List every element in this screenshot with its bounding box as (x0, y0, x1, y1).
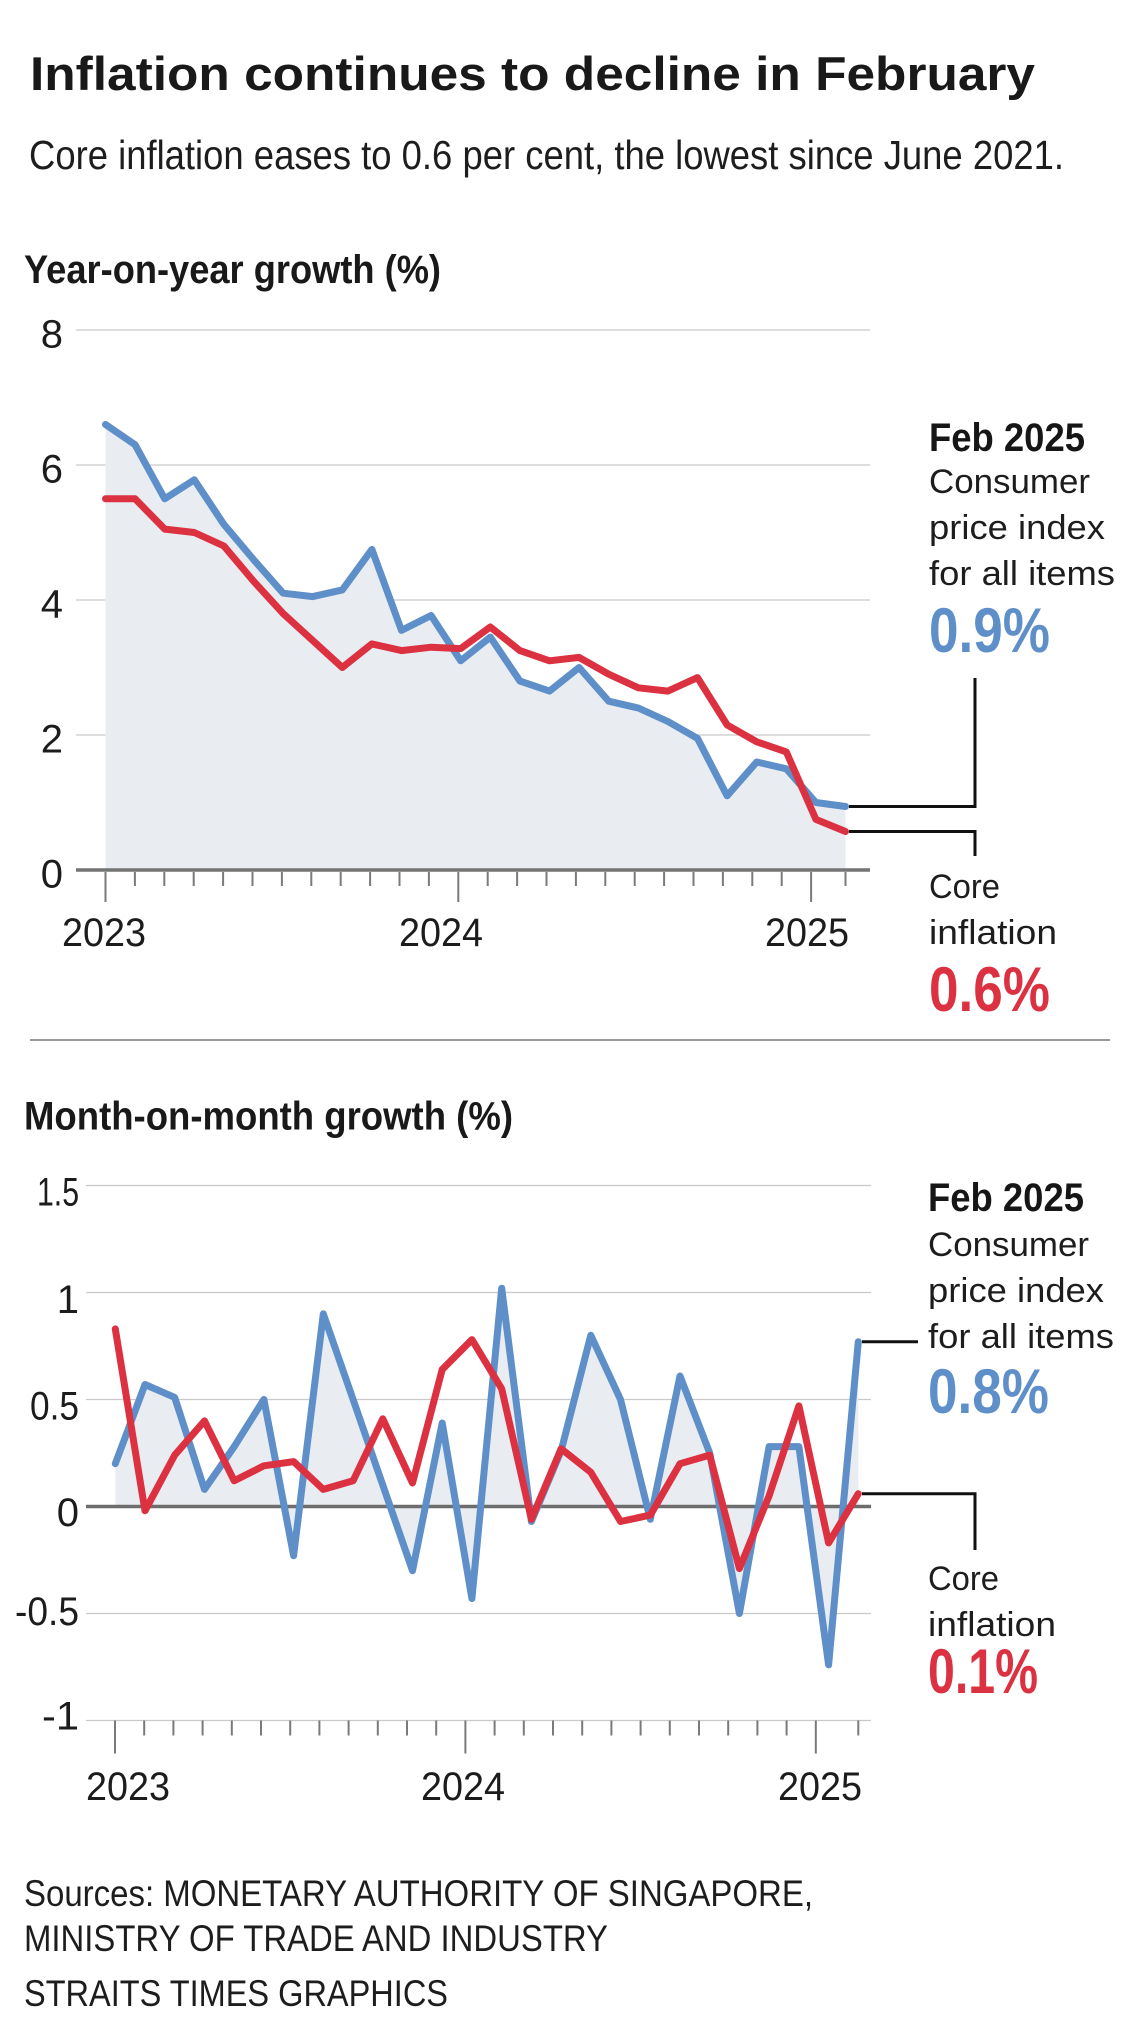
svg-text:inflation: inflation (929, 914, 1057, 952)
svg-text:2024: 2024 (421, 1765, 505, 1809)
svg-text:-0.5: -0.5 (15, 1590, 79, 1634)
svg-text:price index: price index (928, 1272, 1104, 1310)
svg-text:1.5: 1.5 (37, 1171, 79, 1215)
svg-text:Month-on-month growth (%): Month-on-month growth (%) (24, 1095, 513, 1139)
svg-text:2025: 2025 (778, 1765, 862, 1809)
svg-text:0: 0 (57, 1491, 79, 1535)
svg-text:2: 2 (41, 718, 63, 762)
svg-text:Feb 2025: Feb 2025 (929, 416, 1085, 460)
svg-text:inflation: inflation (928, 1606, 1056, 1644)
svg-text:0.6%: 0.6% (929, 955, 1050, 1025)
svg-text:for all items: for all items (929, 555, 1115, 593)
svg-text:0.8%: 0.8% (928, 1357, 1049, 1427)
svg-text:Year-on-year growth (%): Year-on-year growth (%) (24, 248, 441, 292)
svg-text:Feb 2025: Feb 2025 (928, 1176, 1084, 1220)
svg-text:Consumer: Consumer (929, 463, 1090, 501)
svg-text:Core inflation eases to 0.6 pe: Core inflation eases to 0.6 per cent, th… (29, 132, 1064, 178)
svg-text:2023: 2023 (62, 911, 146, 955)
svg-text:2024: 2024 (399, 911, 483, 955)
svg-text:8: 8 (41, 313, 63, 357)
svg-text:price index: price index (929, 509, 1105, 547)
svg-text:Core: Core (928, 1560, 999, 1598)
svg-text:STRAITS TIMES GRAPHICS: STRAITS TIMES GRAPHICS (24, 1972, 448, 2014)
svg-text:0: 0 (41, 853, 63, 897)
svg-text:for all items: for all items (928, 1318, 1114, 1356)
svg-text:1: 1 (57, 1278, 79, 1322)
svg-text:Consumer: Consumer (928, 1226, 1089, 1264)
svg-text:2025: 2025 (765, 911, 849, 955)
svg-text:4: 4 (41, 583, 63, 627)
svg-text:Core: Core (929, 868, 1000, 906)
svg-text:0.1%: 0.1% (928, 1637, 1038, 1707)
svg-text:0.5: 0.5 (30, 1385, 79, 1429)
svg-text:Inflation continues to decline: Inflation continues to decline in Februa… (30, 47, 1035, 100)
svg-text:6: 6 (41, 448, 63, 492)
svg-text:0.9%: 0.9% (929, 596, 1050, 666)
svg-text:MINISTRY OF TRADE AND INDUSTRY: MINISTRY OF TRADE AND INDUSTRY (24, 1917, 608, 1959)
svg-text:Sources: MONETARY AUTHORITY OF: Sources: MONETARY AUTHORITY OF SINGAPORE… (24, 1872, 813, 1914)
svg-text:-1: -1 (42, 1695, 79, 1739)
svg-text:2023: 2023 (86, 1765, 170, 1809)
